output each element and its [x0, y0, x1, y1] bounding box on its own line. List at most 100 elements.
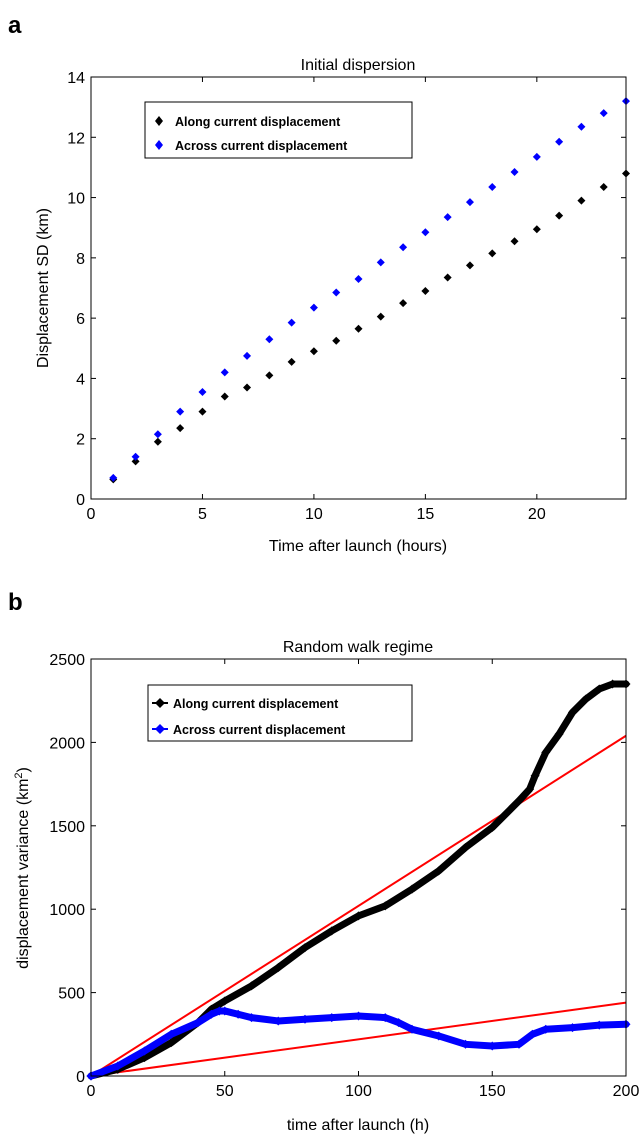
chart-b-point-along [273, 963, 283, 973]
chart-b-point-along [354, 911, 363, 921]
chart-a-plot-frame [90, 76, 627, 500]
panel-a-letter: a [8, 12, 22, 39]
panel-b-letter: b [8, 589, 23, 616]
chart-b-point-across [193, 1018, 203, 1028]
chart-a-title: Initial dispersion [301, 57, 416, 74]
chart-a-point-across [354, 274, 363, 283]
chart-1-x-tick-label: 150 [479, 1083, 506, 1100]
chart-a-point-along [198, 407, 207, 416]
chart-a-point-across [243, 351, 252, 360]
chart-a-point-across [376, 258, 385, 267]
chart-b-point-along [514, 796, 524, 806]
chart-b-point-along [594, 684, 604, 694]
chart-b-point-across [527, 1029, 537, 1039]
chart-a-point-along [176, 424, 185, 433]
chart-0-y-tick-label: 0 [76, 492, 85, 509]
chart-b-point-across [166, 1029, 176, 1039]
chart-0-x-tick-label: 5 [198, 506, 207, 523]
chart-b-point-across [300, 1014, 310, 1024]
chart-a-point-across [265, 335, 274, 344]
chart-1-y-tick-label: 1000 [49, 902, 85, 919]
chart-b-point-along [407, 884, 417, 894]
chart-a-legend-label-along: Along current displacement [175, 115, 341, 129]
chart-b-point-across [568, 1023, 577, 1033]
chart-1-y-tick-label: 0 [76, 1069, 85, 1086]
chart-a-legend-label-across: Across current displacement [175, 139, 348, 153]
chart-b-plot-frame [90, 658, 627, 1077]
chart-a-point-across [153, 430, 162, 439]
chart-a-point-along [153, 437, 162, 446]
chart-a-point-along [465, 261, 474, 270]
chart-b-fit-line-2 [90, 1001, 627, 1077]
chart-a-point-across [220, 368, 229, 377]
chart-a-point-along [376, 312, 385, 321]
chart-a-point-across [131, 452, 140, 461]
chart-a-point-across [465, 198, 474, 207]
chart-b-legend-marker-along [155, 698, 165, 708]
chart-b-point-along [581, 694, 591, 704]
chart-a-point-along [131, 457, 140, 466]
chart-a-point-along [243, 383, 252, 392]
chart-b-point-across [233, 1009, 243, 1019]
chart-a-point-along [510, 237, 519, 246]
chart-a-point-along [421, 287, 430, 296]
chart-a-point-along [354, 324, 363, 333]
chart-b-point-across [206, 1009, 216, 1019]
chart-a-point-along [488, 249, 497, 258]
chart-a-point-along [443, 273, 452, 282]
chart-a-point-along [399, 299, 408, 308]
chart-0-y-tick-label: 14 [67, 70, 85, 87]
chart-a-point-across [287, 318, 296, 327]
chart-b-point-along [568, 707, 577, 717]
chart-b-point-across [394, 1018, 404, 1028]
chart-a-point-along [332, 336, 341, 345]
chart-1-x-tick-label: 200 [613, 1083, 640, 1100]
chart-a-point-across [399, 243, 408, 252]
chart-0-y-tick-label: 12 [67, 130, 85, 147]
chart-b-point-across [380, 1013, 390, 1023]
chart-1-y-tick-label: 500 [58, 986, 85, 1003]
chart-b-legend: Along current displacement Across curren… [147, 684, 413, 742]
chart-a-point-along [555, 211, 564, 220]
chart-1-x-tick-label: 100 [345, 1083, 372, 1100]
chart-b-legend-label-along: Along current displacement [173, 697, 339, 711]
chart-a-point-across [577, 122, 586, 131]
chart-b-point-along [166, 1038, 176, 1048]
chart-1-y-tick-label: 1500 [49, 819, 85, 836]
chart-b-point-along [434, 866, 444, 876]
chart-a-point-across [176, 407, 185, 416]
chart-b-y-axis-label: displacement variance (km2) [13, 767, 32, 969]
chart-1-x-tick-label: 50 [216, 1083, 234, 1100]
chart-b-point-across [354, 1011, 363, 1021]
chart-a-point-across [443, 213, 452, 222]
chart-a-legend: Along current displacement Across curren… [144, 101, 413, 159]
chart-b-point-along [247, 981, 256, 991]
chart-0-y-tick-label: 6 [76, 311, 85, 328]
chart-0-x-tick-label: 20 [528, 506, 546, 523]
chart-a-point-along [309, 347, 318, 356]
chart-b-point-along [530, 771, 540, 781]
chart-1-y-tick-label: 2000 [49, 735, 85, 752]
chart-0-y-tick-label: 10 [67, 191, 85, 208]
chart-a-y-axis-label: Displacement SD (km) [35, 208, 52, 368]
chart-a-point-along [599, 183, 608, 192]
chart-b-point-across [214, 1006, 224, 1016]
chart-panel-a: Initial dispersion 0 5 10 15 20 0 2 4 6 8 10 12 14 A… [35, 57, 630, 555]
chart-a-legend-marker-along [155, 116, 163, 126]
chart-0-x-tick-label: 0 [87, 506, 96, 523]
chart-b-point-across [487, 1041, 497, 1051]
chart-b-point-along [461, 842, 470, 852]
chart-0-x-tick-label: 15 [416, 506, 434, 523]
chart-b-point-across [247, 1013, 256, 1023]
chart-0-y-tick-label: 2 [76, 432, 85, 449]
chart-a-point-along [532, 225, 541, 234]
chart-panel-b: Random walk regime 0 50 100 150 200050010001… [13, 639, 639, 1134]
chart-b-legend-label-across: Across current displacement [173, 723, 346, 737]
chart-b-point-across [327, 1013, 337, 1023]
chart-b-point-across [140, 1046, 149, 1056]
chart-b-point-across [273, 1016, 283, 1026]
chart-0-y-tick-label: 4 [76, 371, 85, 388]
chart-b-point-along [554, 729, 564, 739]
chart-b-point-across [407, 1024, 417, 1034]
chart-a-point-across [599, 109, 608, 118]
